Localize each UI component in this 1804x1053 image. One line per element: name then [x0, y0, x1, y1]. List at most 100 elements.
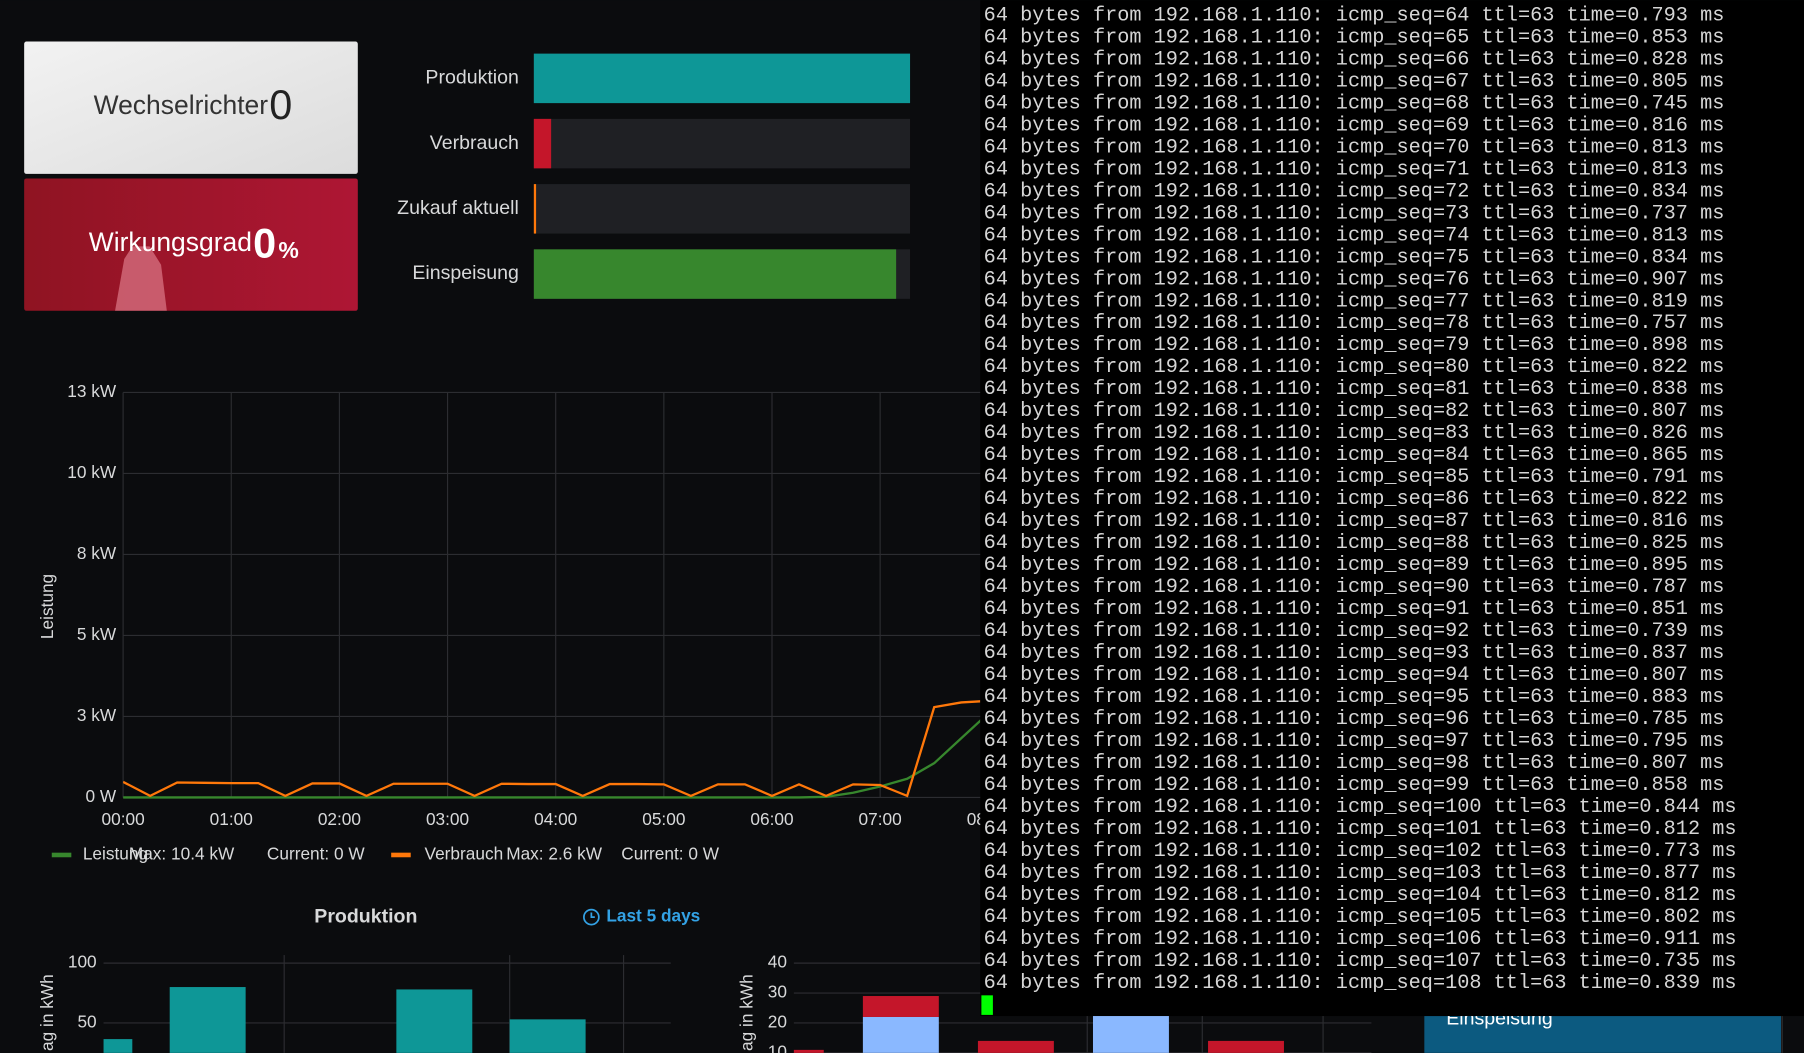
plot [103, 987, 586, 1053]
terminal-window [980, 0, 1804, 1017]
terminal-line: 64 bytes from 192.168.1.110: icmp_seq=89… [984, 554, 1725, 577]
bar-gauges: Produktion Verbrauch Zukauf aktuell Einspei… [397, 53, 911, 299]
terminal-line: 64 bytes from 192.168.1.110: icmp_seq=10… [984, 862, 1737, 885]
terminal-line: 64 bytes from 192.168.1.110: icmp_seq=72… [984, 180, 1725, 203]
terminal-line: 64 bytes from 192.168.1.110: icmp_seq=74… [984, 224, 1725, 247]
bar-segment [793, 1049, 824, 1053]
terminal-line: 64 bytes from 192.168.1.110: icmp_seq=81… [984, 378, 1725, 401]
terminal-line: 64 bytes from 192.168.1.110: icmp_seq=71… [984, 158, 1725, 181]
terminal-line: 64 bytes from 192.168.1.110: icmp_seq=73… [984, 202, 1725, 225]
footer-panel [1424, 1016, 1781, 1053]
terminal-line: 64 bytes from 192.168.1.110: icmp_seq=67… [984, 70, 1725, 93]
terminal-line: 64 bytes from 192.168.1.110: icmp_seq=94… [984, 664, 1725, 687]
gauge-bar [533, 53, 911, 104]
terminal-line: 64 bytes from 192.168.1.110: icmp_seq=91… [984, 598, 1725, 621]
legend-label: Leistung [83, 844, 148, 864]
terminal-line: 64 bytes from 192.168.1.110: icmp_seq=92… [984, 620, 1725, 643]
terminal-line: 64 bytes from 192.168.1.110: icmp_seq=97… [984, 730, 1725, 753]
bar [396, 989, 473, 1053]
legend-current: Current: 0 W [621, 844, 719, 864]
plot [793, 996, 1284, 1053]
terminal-line: 64 bytes from 192.168.1.110: icmp_seq=84… [984, 444, 1725, 467]
sparkline [115, 246, 167, 311]
y-tick-label: 30 [768, 982, 787, 1002]
terminal-line: 64 bytes from 192.168.1.110: icmp_seq=85… [984, 466, 1725, 489]
bar-segment [1208, 1040, 1284, 1053]
stat-title: Wirkungsgrad [89, 227, 252, 257]
terminal-line: 64 bytes from 192.168.1.110: icmp_seq=78… [984, 312, 1725, 335]
terminal-line: 64 bytes from 192.168.1.110: icmp_seq=10… [984, 840, 1737, 863]
terminal-line: 64 bytes from 192.168.1.110: icmp_seq=87… [984, 510, 1725, 533]
terminal-line: 64 bytes from 192.168.1.110: icmp_seq=64… [984, 4, 1725, 27]
terminal-line: 64 bytes from 192.168.1.110: icmp_seq=99… [984, 774, 1725, 797]
y-tick-label: 50 [77, 1012, 96, 1032]
y-tick-label: 5 kW [77, 624, 117, 644]
legend-swatch [391, 852, 411, 858]
terminal-line: 64 bytes from 192.168.1.110: icmp_seq=95… [984, 686, 1725, 709]
stat-value: 0 [253, 220, 276, 266]
terminal-line: 64 bytes from 192.168.1.110: icmp_seq=80… [984, 356, 1725, 379]
x-tick-label: 02:00 [318, 809, 361, 829]
y-axis-label: ag in kWh [736, 974, 756, 1051]
legend-swatch [51, 852, 72, 858]
bar-segment [862, 996, 939, 1017]
x-tick-label: 01:00 [210, 809, 253, 829]
x-tick-label: 03:00 [426, 809, 469, 829]
stat-panel [24, 41, 358, 174]
y-tick-label: 0 W [86, 786, 117, 806]
y-tick-label: 13 kW [67, 381, 117, 401]
terminal-line: 64 bytes from 192.168.1.110: icmp_seq=10… [984, 972, 1737, 995]
x-tick-label: 04:00 [534, 809, 577, 829]
bar [509, 1019, 586, 1053]
y-tick-label: 100 [68, 952, 97, 972]
legend-max: Max: 10.4 kW [129, 844, 235, 864]
time-range-link[interactable]: Last 5 days [606, 906, 700, 926]
legend-label: Verbrauch [425, 844, 504, 864]
bar-segment [862, 1016, 939, 1053]
clock-hands [590, 912, 595, 918]
stat-value: 0 [269, 82, 292, 128]
terminal-line: 64 bytes from 192.168.1.110: icmp_seq=83… [984, 422, 1725, 445]
terminal-line: 64 bytes from 192.168.1.110: icmp_seq=10… [984, 818, 1737, 841]
gauge-bar [533, 249, 897, 299]
stat-title: Wechselrichter [94, 90, 269, 120]
bar [169, 987, 246, 1053]
terminal-line: 64 bytes from 192.168.1.110: icmp_seq=10… [984, 906, 1737, 929]
cursor [981, 995, 993, 1015]
gauge-label: Verbrauch [430, 132, 519, 154]
terminal-line: 64 bytes from 192.168.1.110: icmp_seq=65… [984, 26, 1725, 49]
stat-unit: % [278, 237, 298, 263]
bar-segment [977, 1040, 1054, 1053]
terminal-line: 64 bytes from 192.168.1.110: icmp_seq=79… [984, 334, 1725, 357]
series-line [123, 719, 981, 799]
bar-chart: 50 100 ag in kWh [37, 952, 671, 1053]
y-axis-label: Leistung [37, 574, 57, 639]
y-tick-label: 10 kW [67, 462, 117, 482]
terminal-line: 64 bytes from 192.168.1.110: icmp_seq=10… [984, 796, 1737, 819]
y-axis-label: ag in kWh [37, 974, 57, 1051]
terminal-line: 64 bytes from 192.168.1.110: icmp_seq=82… [984, 400, 1725, 423]
bar-segment [1092, 1013, 1169, 1053]
y-tick-label: 8 kW [77, 543, 117, 563]
gauge-track [533, 118, 911, 169]
bar [103, 1039, 133, 1053]
y-tick-label: 10 [768, 1041, 787, 1053]
x-tick-label: 06:00 [750, 809, 793, 829]
terminal-line: 64 bytes from 192.168.1.110: icmp_seq=68… [984, 92, 1725, 115]
gauge-track [533, 184, 911, 234]
y-tick-label: 20 [768, 1012, 787, 1032]
stat-panel [24, 178, 358, 311]
gauge-label: Einspeisung [412, 262, 519, 284]
terminal-line: 64 bytes from 192.168.1.110: icmp_seq=86… [984, 488, 1725, 511]
terminal-line: 64 bytes from 192.168.1.110: icmp_seq=10… [984, 950, 1737, 973]
gauge-bar [533, 184, 537, 234]
terminal-line: 64 bytes from 192.168.1.110: icmp_seq=88… [984, 532, 1725, 555]
plot [123, 700, 981, 799]
terminal-line: 64 bytes from 192.168.1.110: icmp_seq=90… [984, 576, 1725, 599]
series-line [123, 700, 981, 798]
x-tick-label: 07:00 [859, 809, 902, 829]
x-tick-label: 05:00 [642, 809, 685, 829]
terminal-line: 64 bytes from 192.168.1.110: icmp_seq=98… [984, 752, 1725, 775]
y-tick-label: 3 kW [77, 705, 117, 725]
